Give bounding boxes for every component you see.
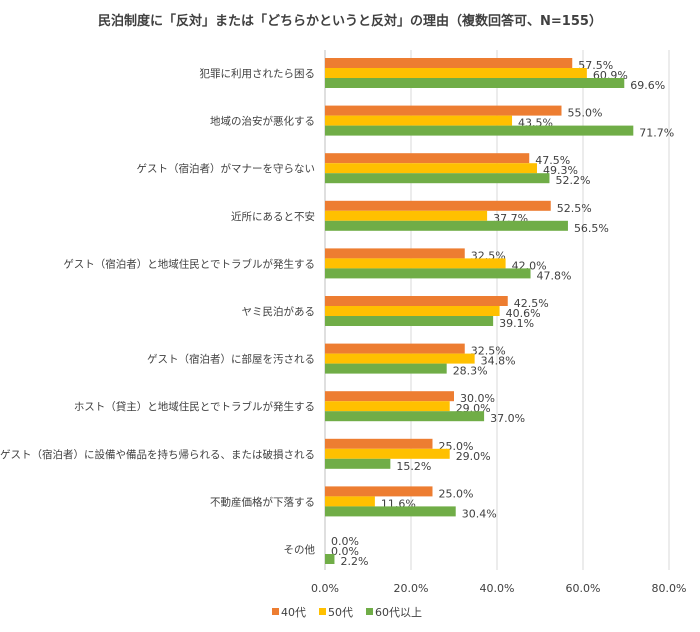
bar-40代 — [325, 58, 573, 68]
bar-50代 — [325, 258, 506, 269]
data-label: 40.6% — [506, 307, 541, 320]
category-label: 犯罪に利用されたら困る — [200, 68, 316, 80]
data-label: 15.2% — [396, 460, 431, 473]
bar-40代 — [325, 343, 465, 354]
data-label: 57.5% — [578, 59, 613, 72]
bar-50代 — [325, 68, 587, 78]
data-label: 69.6% — [630, 79, 665, 92]
data-label: 47.8% — [537, 269, 572, 282]
bar-60代以上 — [325, 220, 568, 231]
category-label: ゲスト（宿泊者）と地域住民とでトラブルが発生する — [63, 257, 315, 270]
data-label: 55.0% — [568, 107, 603, 120]
data-label: 30.0% — [460, 392, 495, 405]
bar-50代 — [325, 115, 513, 126]
data-label: 49.3% — [543, 164, 578, 177]
bar-50代 — [325, 353, 475, 364]
data-label: 47.5% — [535, 154, 570, 167]
data-label: 39.1% — [499, 317, 534, 330]
bar-40代 — [325, 153, 530, 164]
data-label: 52.5% — [557, 202, 592, 215]
data-label: 71.7% — [639, 127, 674, 140]
chart-title: 民泊制度に「反対」または「どちらかというと反対」の理由（複数回答可、N=155） — [98, 13, 602, 29]
bar-50代 — [325, 448, 450, 459]
x-tick-label: 80.0% — [652, 582, 687, 595]
category-label: 不動産価格が下落する — [210, 495, 315, 508]
x-tick-label: 40.0% — [480, 582, 515, 595]
category-label: 地域の治安が悪化する — [210, 115, 315, 128]
bar-40代 — [325, 486, 433, 497]
category-label: ヤミ民泊がある — [242, 305, 316, 318]
category-label: 近所にあると不安 — [231, 210, 315, 223]
bar-50代 — [325, 306, 500, 316]
x-tick-label: 0.0% — [311, 582, 339, 595]
bar-60代以上 — [325, 363, 447, 374]
legend-label: 60代以上 — [375, 606, 422, 619]
bar-60代以上 — [325, 268, 531, 279]
bar-60代以上 — [325, 554, 335, 564]
data-label: 56.5% — [574, 222, 609, 235]
bar-40代 — [325, 391, 454, 402]
bar-40代 — [325, 200, 551, 211]
data-label: 30.4% — [462, 507, 497, 520]
legend-swatch — [272, 608, 279, 615]
bar-60代以上 — [325, 411, 485, 422]
bar-60代以上 — [325, 78, 625, 88]
bar-50代 — [325, 401, 450, 412]
category-label: ホスト（貸主）と地域住民とでトラブルが発生する — [74, 400, 315, 413]
bar-40代 — [325, 248, 465, 259]
data-label: 29.0% — [456, 450, 491, 463]
bar-60代以上 — [325, 173, 550, 184]
legend-label: 40代 — [281, 606, 306, 619]
bar-60代以上 — [325, 316, 494, 326]
data-label: 37.0% — [490, 412, 525, 425]
bar-40代 — [325, 438, 433, 449]
bar-40代 — [325, 105, 562, 116]
legend-swatch — [366, 608, 373, 615]
legend-swatch — [319, 608, 326, 615]
bar-40代 — [325, 296, 508, 306]
legend-label: 50代 — [328, 606, 353, 619]
bar-50代 — [325, 496, 375, 507]
data-label: 52.2% — [555, 174, 590, 187]
bar-50代 — [325, 210, 488, 221]
category-label: ゲスト（宿泊者）がマナーを守らない — [137, 162, 316, 175]
data-label: 34.8% — [481, 355, 516, 368]
data-label: 0.0% — [331, 535, 359, 548]
bar-60代以上 — [325, 125, 634, 136]
data-label: 32.5% — [471, 345, 506, 358]
x-tick-label: 20.0% — [394, 582, 429, 595]
category-label: ゲスト（宿泊者）に設備や備品を持ち帰られる、または破損される — [0, 448, 315, 461]
bar-60代以上 — [325, 458, 391, 469]
data-label: 2.2% — [340, 555, 368, 568]
category-label: その他 — [284, 543, 316, 556]
bar-50代 — [325, 163, 537, 174]
data-label: 25.0% — [439, 487, 474, 500]
x-tick-label: 60.0% — [566, 582, 601, 595]
bar-60代以上 — [325, 506, 456, 517]
category-label: ゲスト（宿泊者）に部屋を汚される — [147, 353, 315, 366]
data-label: 28.3% — [453, 365, 488, 378]
data-label: 42.5% — [514, 297, 549, 310]
data-label: 0.0% — [331, 545, 359, 558]
